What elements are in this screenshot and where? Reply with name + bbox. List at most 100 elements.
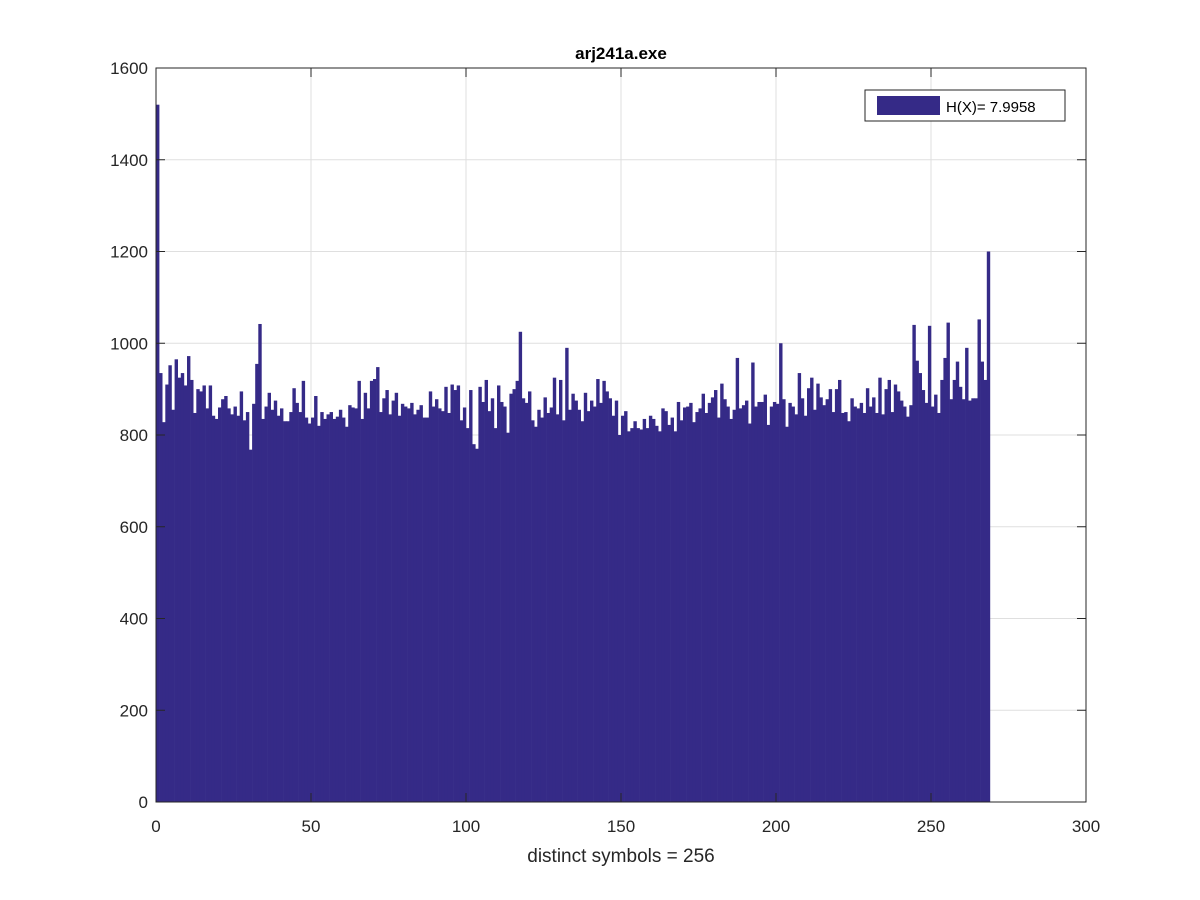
histogram-bar bbox=[168, 365, 172, 802]
histogram-bar bbox=[187, 356, 191, 802]
histogram-bar bbox=[608, 398, 612, 802]
histogram-bar bbox=[258, 323, 262, 802]
histogram-bar bbox=[534, 426, 538, 802]
histogram-bar bbox=[934, 394, 938, 802]
histogram-bar bbox=[872, 397, 876, 802]
histogram-bar bbox=[453, 390, 457, 802]
histogram-bar bbox=[946, 322, 950, 802]
histogram-bar bbox=[679, 420, 684, 802]
x-tick-label: 300 bbox=[1072, 817, 1100, 836]
histogram-bar bbox=[249, 449, 253, 802]
histogram-bar bbox=[915, 360, 919, 802]
histogram-bar bbox=[289, 412, 293, 802]
histogram-bar bbox=[481, 401, 485, 802]
histogram-bar bbox=[304, 417, 309, 802]
histogram-bar bbox=[156, 104, 160, 802]
histogram-bar bbox=[379, 412, 383, 802]
legend[interactable]: H(X)= 7.9958 bbox=[864, 89, 1066, 122]
histogram-bar bbox=[844, 412, 848, 802]
legend-label: H(X)= 7.9958 bbox=[946, 99, 1036, 116]
histogram-bar bbox=[366, 408, 371, 802]
histogram-bar bbox=[862, 412, 867, 802]
histogram-bar bbox=[351, 407, 355, 802]
histogram-bar bbox=[475, 448, 479, 802]
histogram-bar bbox=[509, 393, 513, 802]
histogram-bar bbox=[335, 416, 340, 802]
histogram-bar bbox=[714, 390, 718, 802]
histogram-bar bbox=[729, 418, 733, 802]
histogram-bar bbox=[214, 418, 219, 802]
histogram-bar bbox=[385, 390, 389, 802]
histogram-bar bbox=[329, 412, 333, 802]
histogram-bar bbox=[202, 385, 206, 802]
histogram-bar bbox=[546, 412, 550, 802]
histogram-bar bbox=[180, 373, 185, 802]
histogram-bar bbox=[760, 401, 764, 802]
histogram-bar bbox=[865, 388, 870, 802]
histogram-bar bbox=[838, 379, 842, 802]
histogram-bar bbox=[754, 406, 758, 802]
histogram-bar bbox=[267, 392, 271, 802]
histogram-bar bbox=[447, 412, 451, 802]
histogram-bar bbox=[438, 408, 442, 802]
histogram-bar bbox=[357, 380, 361, 802]
histogram-bar bbox=[841, 412, 845, 802]
histogram-bar bbox=[884, 389, 888, 803]
histogram-bar bbox=[735, 357, 740, 802]
histogram-bar bbox=[469, 390, 473, 802]
histogram-bar bbox=[326, 414, 330, 802]
histogram-bar bbox=[422, 417, 426, 802]
histogram-bar bbox=[903, 406, 907, 802]
histogram-bar bbox=[159, 373, 163, 802]
histogram-bar bbox=[769, 406, 774, 802]
histogram-bar bbox=[428, 391, 433, 802]
histogram-bar bbox=[506, 432, 510, 802]
histogram-bar bbox=[617, 435, 622, 802]
histogram-bar bbox=[893, 384, 898, 802]
histogram-bar bbox=[924, 402, 929, 802]
histogram-bar bbox=[881, 414, 885, 802]
histogram-bar bbox=[261, 418, 265, 802]
histogram-bar bbox=[803, 415, 808, 802]
histogram-bar bbox=[986, 251, 991, 802]
histogram-bar bbox=[394, 392, 399, 802]
histogram-bar bbox=[698, 408, 702, 802]
histogram-bar bbox=[596, 379, 600, 802]
histogram-bar bbox=[193, 412, 197, 802]
histogram-bar bbox=[847, 421, 851, 802]
histogram-bar bbox=[431, 406, 436, 802]
histogram-bar bbox=[190, 379, 194, 802]
y-tick-label: 1400 bbox=[110, 151, 148, 170]
histogram-bar bbox=[540, 417, 544, 802]
histogram-bar bbox=[949, 399, 953, 802]
x-axis-label: distinct symbols = 256 bbox=[527, 846, 714, 867]
histogram-bar bbox=[859, 402, 864, 802]
histogram-bar bbox=[574, 400, 578, 802]
histogram-bar bbox=[772, 401, 777, 802]
histogram-bar bbox=[487, 411, 492, 802]
histogram-bar bbox=[360, 418, 364, 802]
histogram-bar bbox=[515, 380, 519, 802]
histogram-bar bbox=[776, 403, 780, 802]
histogram-bar bbox=[388, 414, 392, 802]
histogram-bar bbox=[890, 412, 895, 802]
histogram-bar bbox=[918, 373, 922, 802]
legend-swatch bbox=[877, 96, 940, 115]
histogram-bar bbox=[797, 373, 802, 802]
histogram-bar bbox=[943, 357, 947, 802]
histogram-bar bbox=[695, 412, 699, 802]
histogram-bar bbox=[927, 325, 932, 802]
histogram-bar bbox=[869, 406, 873, 802]
histogram-bar bbox=[521, 398, 526, 802]
histogram-bar bbox=[444, 386, 448, 802]
histogram-bar bbox=[673, 431, 678, 802]
histogram-bar bbox=[211, 415, 216, 802]
histogram-bar bbox=[974, 398, 978, 802]
histogram-bar bbox=[369, 380, 374, 802]
histogram-bar bbox=[224, 396, 228, 802]
histogram-bar bbox=[745, 400, 749, 802]
histogram-bar bbox=[583, 392, 588, 802]
histogram-bar bbox=[528, 391, 532, 802]
histogram-bar bbox=[311, 417, 315, 802]
histogram-bar bbox=[462, 407, 467, 802]
